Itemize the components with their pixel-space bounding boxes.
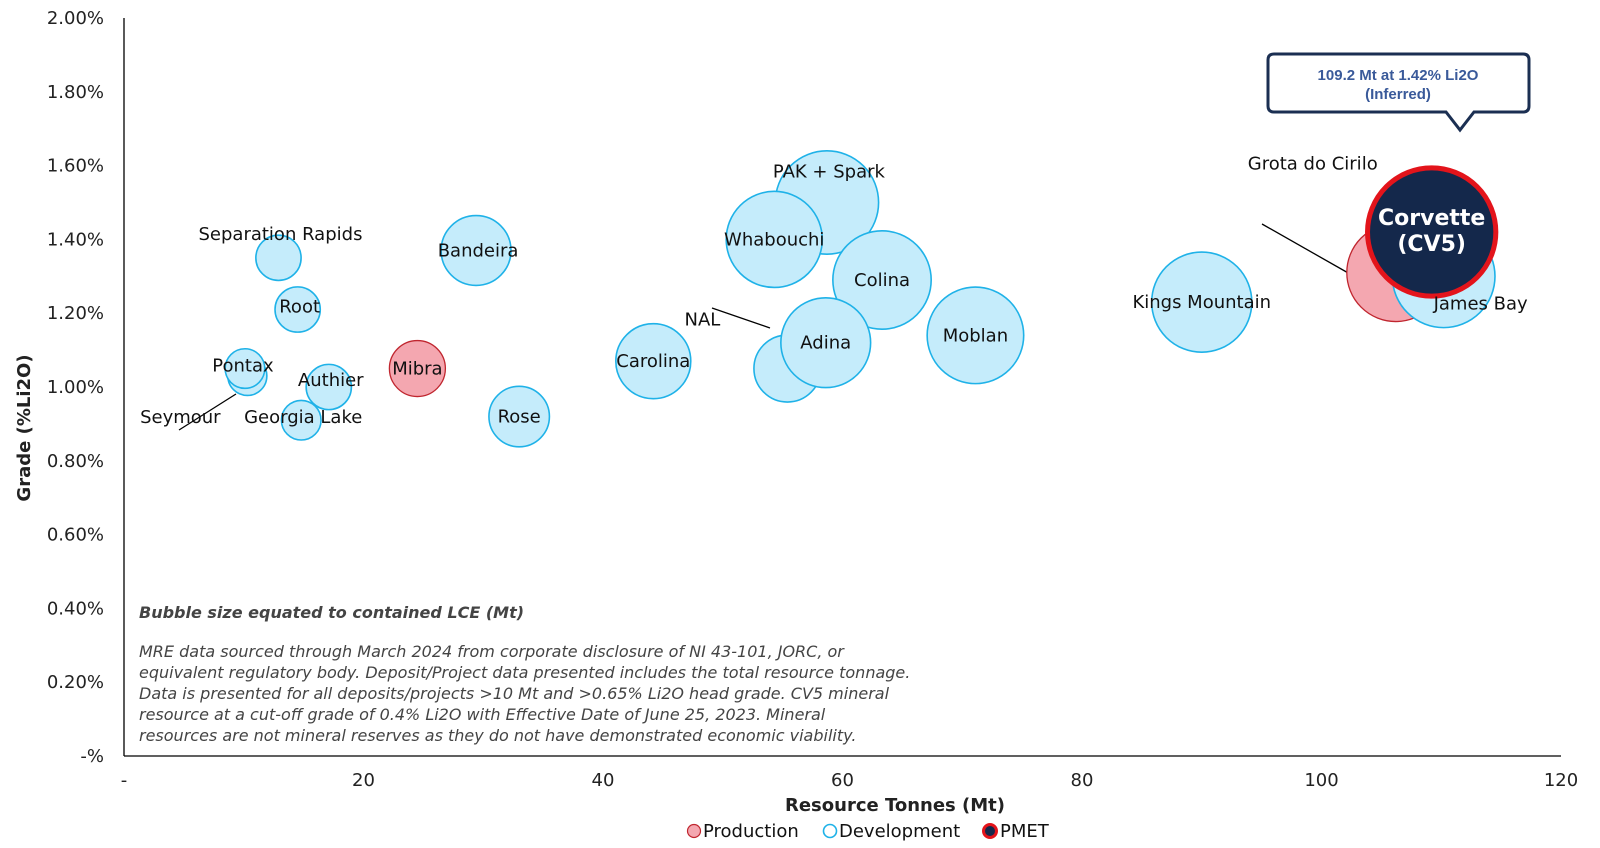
bubble-label-mibra: Mibra xyxy=(392,359,442,380)
legend-pmet-swatch xyxy=(982,823,998,839)
bubble-colina xyxy=(832,230,932,330)
y-tick-label: 1.80% xyxy=(47,82,104,103)
bubble-label-separation-rapids: Separation Rapids xyxy=(198,224,362,245)
x-tick-label: 20 xyxy=(352,770,375,791)
bubble-label-root: Root xyxy=(279,297,320,318)
y-tick-label: 0.20% xyxy=(47,672,104,693)
bubble-moblan xyxy=(926,286,1025,385)
x-tick-label: 80 xyxy=(1071,770,1094,791)
y-tick-label: 1.40% xyxy=(47,229,104,250)
disclaimer-line: resources are not mineral reserves as th… xyxy=(139,726,856,745)
legend: Production Development PMET xyxy=(686,821,1050,842)
legend-production-label: Production xyxy=(703,821,799,842)
bubble-label-nal: NAL xyxy=(685,310,721,331)
bubble-label-corvette-cv5: Corvette (CV5) xyxy=(1378,206,1485,257)
bubble-label-seymour: Seymour xyxy=(140,407,221,428)
bubble-corvette-cv5 xyxy=(1365,165,1499,299)
bubble-bandeira xyxy=(440,214,512,287)
y-axis-title: Grade (%Li2O) xyxy=(14,354,35,501)
y-tick-label: 1.60% xyxy=(47,156,104,177)
bubble-label-james-bay: James Bay xyxy=(1433,293,1528,314)
y-tick-label: 0.40% xyxy=(47,598,104,619)
y-tick-label: 0.60% xyxy=(47,525,104,546)
bubble-pontax xyxy=(224,347,266,390)
seymour-leader-line xyxy=(178,393,237,431)
grota-do-cirilo-leader-line xyxy=(1261,223,1351,275)
legend-development-swatch xyxy=(822,823,838,839)
x-tick-labels: - 20 40 60 80 100 120 xyxy=(121,770,1578,791)
y-tick-label: 2.00% xyxy=(47,8,104,29)
bubble-label-authier: Authier xyxy=(298,370,364,391)
bubble-label-grota-do-cirilo: Grota do Cirilo xyxy=(1248,154,1378,175)
callout-box xyxy=(1266,52,1531,133)
bubble-label-bandeira: Bandeira xyxy=(438,240,519,261)
bubble-label-kings-mountain: Kings Mountain xyxy=(1132,292,1271,313)
bubble-label-rose: Rose xyxy=(498,407,541,428)
x-tick-label: 120 xyxy=(1544,770,1578,791)
bubble-label-carolina: Carolina xyxy=(616,351,690,372)
bubble-label-colina: Colina xyxy=(854,270,910,291)
y-tick-label: 1.20% xyxy=(47,303,104,324)
x-axis-title: Resource Tonnes (Mt) xyxy=(785,795,1005,816)
bubble-label-pontax: Pontax xyxy=(212,356,274,377)
x-tick-label: - xyxy=(121,770,128,791)
y-tick-label: 1.00% xyxy=(47,377,104,398)
legend-production-swatch xyxy=(686,823,702,839)
bubble-whabouchi xyxy=(725,190,824,289)
x-tick-label: 60 xyxy=(831,770,854,791)
bubble-separation-rapids xyxy=(255,234,302,282)
bubble-label-moblan: Moblan xyxy=(943,325,1008,346)
disclaimer-line: resource at a cut-off grade of 0.4% Li2O… xyxy=(139,705,826,724)
nal-leader-line xyxy=(711,307,771,329)
callout-line-2: (Inferred) xyxy=(1365,86,1431,103)
bubble-kings-mountain xyxy=(1150,251,1253,353)
callout-line-1: 109.2 Mt at 1.42% Li2O xyxy=(1318,67,1479,84)
cv5-callout: 109.2 Mt at 1.42% Li2O (Inferred) xyxy=(1266,52,1531,133)
x-tick-label: 40 xyxy=(592,770,615,791)
bubble-georgia-lake xyxy=(280,399,322,441)
bubble-labels: Seymour Pontax Separation Rapids Root Georgi… xyxy=(140,154,1528,429)
legend-development-label: Development xyxy=(839,821,960,842)
legend-pmet-label: PMET xyxy=(1000,821,1050,842)
bubble-label-whabouchi: Whabouchi xyxy=(724,229,824,250)
bubble-rose xyxy=(488,385,551,448)
bubble-root xyxy=(274,286,322,333)
bubble-mibra xyxy=(388,339,447,398)
disclaimer-line: Data is presented for all deposits/proje… xyxy=(139,684,890,703)
bubble-series xyxy=(224,150,1499,448)
y-tick-label: -% xyxy=(80,746,104,767)
bubble-label-adina: Adina xyxy=(800,333,851,354)
disclaimer-line: equivalent regulatory body. Deposit/Proj… xyxy=(139,663,910,682)
bubble-adina xyxy=(780,297,872,389)
bubble-size-note: Bubble size equated to contained LCE (Mt… xyxy=(139,603,524,622)
bubble-authier xyxy=(305,363,353,411)
disclaimer-text: MRE data sourced through March 2024 from… xyxy=(139,642,910,745)
bubble-label-pak-spark: PAK + Spark xyxy=(773,162,886,183)
y-tick-labels: -% 0.20% 0.40% 0.60% 0.80% 1.00% 1.20% 1.40% 1.6… xyxy=(47,8,104,767)
disclaimer-line: MRE data sourced through March 2024 from… xyxy=(139,642,845,661)
bubble-carolina xyxy=(615,322,692,400)
bubble-label-georgia-lake: Georgia Lake xyxy=(244,407,362,428)
x-tick-label: 100 xyxy=(1304,770,1338,791)
y-tick-label: 0.80% xyxy=(47,451,104,472)
